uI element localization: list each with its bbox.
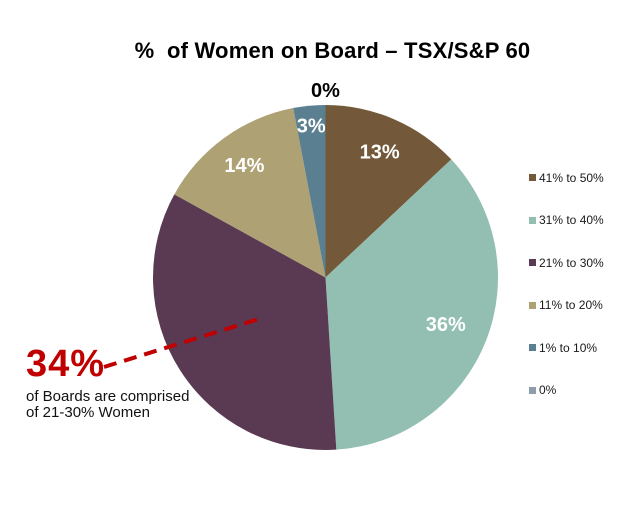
- legend-item: 31% to 40%: [529, 213, 604, 227]
- legend-label: 1% to 10%: [539, 340, 598, 355]
- pie-slice-1-to-10: [293, 105, 326, 278]
- chart-title: % of Women on Board – TSX/S&P 60: [134, 38, 531, 63]
- pie-slice-41-to-50: [325, 105, 452, 278]
- legend-swatch-41-to-50: [529, 174, 536, 181]
- legend-item: 21% to 30%: [529, 255, 604, 270]
- annotation-text-line1: of Boards are comprised: [26, 388, 190, 405]
- legend: 41% to 50% 31% to 40% 21% to 30% 11% to …: [529, 171, 604, 426]
- legend-label: 41% to 50%: [539, 170, 604, 185]
- legend-label: 0%: [539, 383, 557, 397]
- slice-label-36pct: 36%: [426, 314, 466, 336]
- legend-label: 31% to 40%: [539, 213, 604, 227]
- annotation-text-line2: of 21-30% Women: [26, 404, 150, 421]
- legend-item: 0%: [529, 383, 604, 397]
- pie-slice-31-to-40: [325, 159, 498, 450]
- annotation-value: 34%: [26, 343, 106, 385]
- slice-label-13pct: 13%: [360, 141, 400, 163]
- legend-label: 21% to 30%: [539, 255, 604, 270]
- legend-swatch-1-to-10: [529, 344, 536, 351]
- legend-label: 11% to 20%: [539, 298, 603, 312]
- legend-item: 1% to 10%: [529, 340, 604, 355]
- annotation: 34% of Boards are comprised of 21-30% Wo…: [26, 342, 246, 421]
- legend-swatch-11-to-20: [529, 301, 536, 309]
- legend-swatch-0: [529, 386, 536, 394]
- legend-item: 41% to 50%: [529, 170, 604, 185]
- legend-swatch-31-to-40: [529, 216, 536, 224]
- slice-label-3pct: 3%: [297, 115, 326, 137]
- legend-swatch-21-to-30: [529, 259, 536, 266]
- slice-label-0pct: 0%: [311, 80, 340, 102]
- annotation-leader-line: [103, 316, 263, 369]
- slice-label-14pct: 14%: [224, 155, 264, 177]
- pie-slice-11-to-20: [174, 108, 326, 278]
- leader-line: [103, 316, 263, 369]
- pie-slice-labels: 13% 36% 14% 3% 0%: [224, 80, 466, 336]
- legend-item: 11% to 20%: [529, 298, 604, 312]
